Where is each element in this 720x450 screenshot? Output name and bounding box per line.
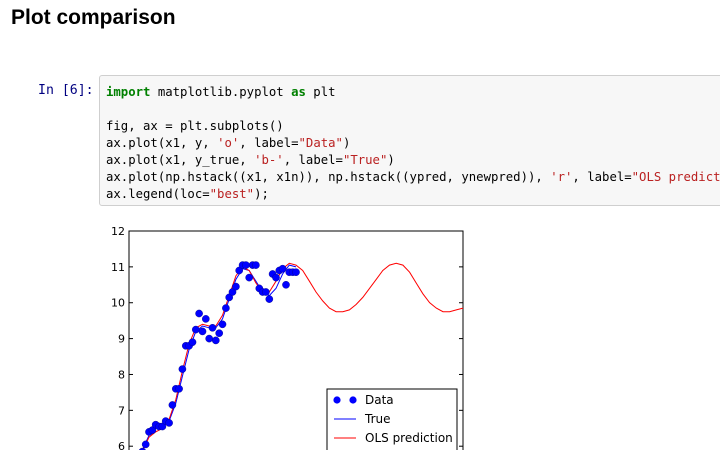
legend-marker — [333, 396, 341, 404]
code-string: "OLS prediction" — [631, 170, 720, 184]
data-point — [191, 325, 200, 334]
code-token: , label= — [283, 153, 343, 167]
code-keyword: as — [291, 85, 306, 99]
data-point — [175, 384, 183, 393]
code-cell-input[interactable]: import matplotlib.pyplot as plt fig, ax =… — [99, 75, 720, 206]
series-line-ols-prediction — [142, 262, 464, 450]
data-point — [245, 273, 253, 282]
code-string: "True" — [342, 153, 388, 167]
data-point — [198, 327, 207, 336]
data-point — [222, 304, 230, 312]
code-token: ax.plot(x1, y_true, — [106, 153, 255, 167]
y-tick-label: 8 — [118, 368, 125, 381]
code-line: import matplotlib.pyplot as plt — [106, 84, 720, 101]
legend-label: True — [364, 412, 391, 426]
code-token: ) — [342, 136, 351, 150]
code-token: matplotlib.pyplot — [150, 85, 292, 99]
data-point — [178, 365, 187, 373]
legend-box — [326, 388, 458, 450]
code-line: ax.legend(loc="best"); — [106, 186, 720, 203]
data-point — [265, 295, 274, 303]
code-token: ) — [387, 153, 395, 167]
data-point — [228, 288, 237, 296]
data-point — [188, 338, 197, 347]
legend-label: OLS prediction — [365, 431, 453, 445]
data-point — [141, 440, 150, 449]
code-token: fig, ax = plt.subplots() — [106, 119, 284, 133]
input-prompt: In [6]: — [38, 83, 94, 98]
code-token: ax.legend(loc= — [106, 187, 210, 201]
plot-area — [138, 261, 464, 450]
code-token: , label= — [239, 136, 299, 150]
code-line: ax.plot(x1, y_true, 'b-', label="True") — [106, 152, 720, 169]
code-token: , label= — [572, 170, 632, 184]
data-point — [208, 323, 217, 332]
data-point — [215, 329, 223, 338]
data-point — [252, 261, 260, 269]
data-point — [195, 309, 203, 318]
y-axis: 6 7 8 9 10 11 12 — [111, 225, 463, 450]
code-string: 'r' — [550, 170, 573, 184]
code-keyword: import — [106, 85, 151, 99]
code-editor[interactable]: import matplotlib.pyplot as plt fig, ax =… — [106, 84, 720, 203]
data-point — [218, 320, 227, 329]
code-token: ax.plot(np.hstack((x1, x1n)), np.hstack(… — [106, 170, 551, 184]
legend-label: Data — [365, 393, 394, 407]
y-tick-label: 7 — [118, 404, 125, 417]
data-point — [262, 288, 270, 296]
code-token: ax.plot(x1, y, — [106, 136, 218, 150]
data-point — [282, 280, 290, 289]
code-line: fig, ax = plt.subplots() — [106, 118, 720, 135]
y-tick-label: 9 — [118, 333, 125, 346]
code-line: ax.plot(x1, y, 'o', label="Data") — [106, 135, 720, 152]
code-string: "Data" — [298, 136, 343, 150]
code-string: 'o' — [217, 136, 240, 150]
y-tick-label: 11 — [111, 261, 125, 274]
data-point — [292, 268, 300, 277]
plot-legend: Data True OLS prediction — [326, 388, 458, 450]
legend-marker — [349, 396, 357, 404]
code-token: plt — [305, 85, 336, 99]
data-point — [168, 401, 177, 409]
y-tick-label: 10 — [111, 297, 125, 310]
data-point — [232, 282, 240, 291]
data-point — [242, 261, 250, 269]
y-tick-label: 6 — [118, 440, 125, 450]
data-point — [235, 266, 243, 275]
code-line: ax.plot(np.hstack((x1, x1n)), np.hstack(… — [106, 169, 720, 186]
data-point — [211, 336, 220, 345]
y-tick-label: 12 — [111, 225, 125, 238]
page-title: Plot comparison — [11, 6, 176, 29]
data-point — [278, 264, 287, 273]
code-token: ); — [254, 187, 269, 201]
data-point — [205, 334, 213, 343]
code-string: 'b-' — [254, 153, 284, 167]
data-point — [201, 315, 210, 323]
data-point — [272, 273, 280, 282]
code-string: "best" — [209, 187, 255, 201]
data-point — [165, 419, 173, 427]
